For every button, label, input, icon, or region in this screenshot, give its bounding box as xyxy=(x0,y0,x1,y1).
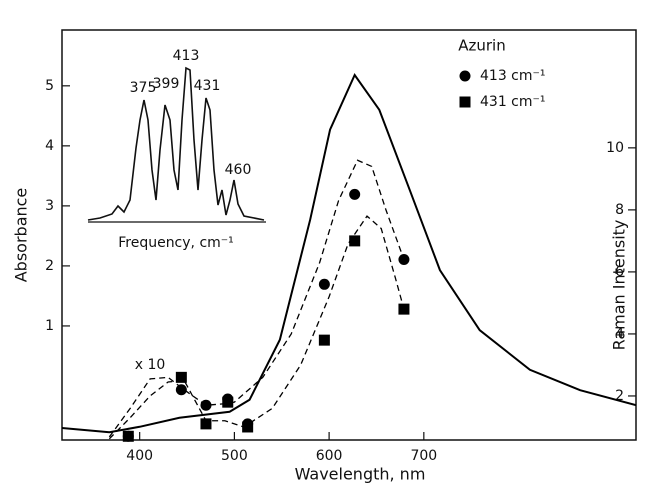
legend-label: 413 cm⁻¹ xyxy=(480,68,546,84)
square-marker xyxy=(398,303,410,315)
x-tick-label: 500 xyxy=(221,448,248,464)
inset-x-label: Frequency, cm⁻¹ xyxy=(118,235,234,251)
y-tick-label: 2 xyxy=(45,258,54,274)
annotation: x 10 xyxy=(135,357,166,373)
y-tick-label: 5 xyxy=(45,78,54,94)
y2-tick-label: 10 xyxy=(606,140,624,156)
peak-label: 413 xyxy=(173,48,200,64)
y-axis-label: Absorbance xyxy=(12,188,31,283)
plot-frame xyxy=(61,29,637,441)
legend-marker xyxy=(459,70,471,82)
y2-tick-label: 8 xyxy=(615,202,624,218)
legend-label: 431 cm⁻¹ xyxy=(480,94,546,110)
circle-marker xyxy=(398,254,410,266)
y2-tick-label: 2 xyxy=(615,388,624,404)
peak-label: 460 xyxy=(225,162,252,178)
x-axis-label: Wavelength, nm xyxy=(295,465,426,484)
circle-marker xyxy=(175,384,187,396)
square-marker xyxy=(349,235,361,247)
y2-tick-label: 6 xyxy=(615,264,624,280)
square-marker xyxy=(242,421,254,433)
y-tick-label: 3 xyxy=(45,198,54,214)
absorbance-curve xyxy=(61,73,637,434)
square-marker xyxy=(200,418,212,430)
circle-marker xyxy=(349,188,361,200)
legend-title: Azurin xyxy=(458,37,505,55)
legend-marker xyxy=(459,96,471,108)
peak-label: 399 xyxy=(153,76,180,92)
circle-marker xyxy=(200,399,212,411)
dashed-curve xyxy=(108,159,405,438)
y-tick-label: 1 xyxy=(45,318,54,334)
inset-spectrum xyxy=(87,66,265,221)
y2-tick-label: 4 xyxy=(615,326,624,342)
x-tick-label: 400 xyxy=(126,448,153,464)
square-marker xyxy=(122,430,134,442)
dashed-curve xyxy=(108,215,405,440)
square-marker xyxy=(318,334,330,346)
circle-marker xyxy=(318,278,330,290)
x-tick-label: 700 xyxy=(410,448,437,464)
square-marker xyxy=(175,371,187,383)
x-tick-label: 600 xyxy=(316,448,343,464)
y2-axis-label: Raman Intensity xyxy=(610,220,629,351)
y-tick-label: 4 xyxy=(45,138,54,154)
peak-label: 375 xyxy=(130,80,157,96)
square-marker xyxy=(222,396,234,408)
peak-label: 431 xyxy=(194,78,221,94)
